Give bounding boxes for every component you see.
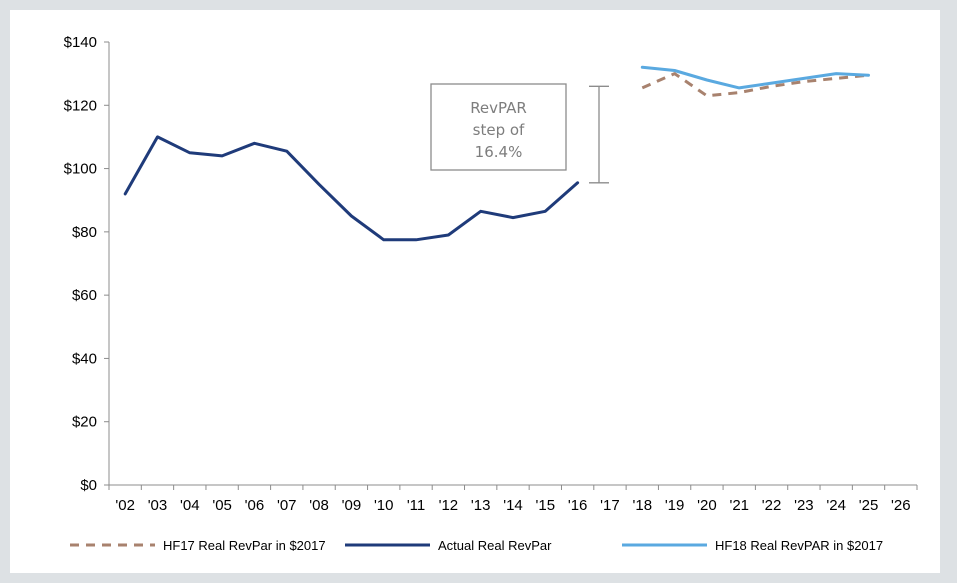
x-tick-label: '04 bbox=[180, 497, 200, 514]
annotation-box bbox=[430, 83, 567, 171]
legend-label-hf17-real-revpar-in-2017: HF17 Real RevPar in $2017 bbox=[163, 538, 326, 553]
annotation-line-3: 16.4% bbox=[475, 143, 523, 161]
y-tick-label: $120 bbox=[64, 97, 97, 114]
legend: HF17 Real RevPar in $2017 Actual Real Rev… bbox=[70, 538, 883, 553]
x-tick-label: '26 bbox=[891, 497, 911, 514]
x-tick-label: '03 bbox=[148, 497, 168, 514]
x-tick-label: '22 bbox=[762, 497, 782, 514]
chart-panel: $0 $20 $40 $60 $80 $100 $120 $140 '02'03'04'05 '… bbox=[10, 10, 940, 573]
x-tick-label: '21 bbox=[729, 497, 749, 514]
x-tick-label: '09 bbox=[342, 497, 362, 514]
x-tick-label: '08 bbox=[309, 497, 329, 514]
y-tick-label: $80 bbox=[72, 224, 97, 241]
legend-label-hf18-real-revpar-in-2017: HF18 Real RevPAR in $2017 bbox=[715, 538, 883, 553]
x-tick-label: '17 bbox=[600, 497, 620, 514]
x-tick-label: '23 bbox=[794, 497, 814, 514]
y-axis-tick-labels: $0 $20 $40 $60 $80 $100 $120 $140 bbox=[64, 34, 97, 494]
y-tick-label: $0 bbox=[80, 477, 97, 494]
annotation-line-2: step of bbox=[473, 121, 525, 139]
y-tick-label: $100 bbox=[64, 161, 97, 178]
x-tick-label: '24 bbox=[826, 497, 846, 514]
x-tick-label: '13 bbox=[471, 497, 491, 514]
x-tick-label: '15 bbox=[536, 497, 556, 514]
x-tick-label: '20 bbox=[697, 497, 717, 514]
revpar-line-chart: $0$20$40$60$80$100$120$140 '02'03'04'05 '… bbox=[64, 34, 918, 553]
y-tick-label: $140 bbox=[64, 34, 97, 51]
annotation-bracket bbox=[589, 85, 609, 184]
series-line-actual-real-revpar bbox=[123, 135, 580, 242]
x-tick-label: '05 bbox=[212, 497, 232, 514]
series-line-hf17-real-revpar-in-2017 bbox=[641, 72, 869, 98]
legend-label-actual-real-revpar: Actual Real RevPar bbox=[438, 538, 552, 553]
x-tick-label: '16 bbox=[568, 497, 588, 514]
series-lines bbox=[123, 65, 870, 242]
series-line-hf18-real-revpar-in-2017 bbox=[640, 65, 870, 90]
x-tick-label: '18 bbox=[632, 497, 652, 514]
x-axis-tick-labels: '02 '03 '04 '05 '06 '07 '08 '09 '10 '11 '12 '13 '14 '… bbox=[115, 497, 910, 514]
y-tick-label: $20 bbox=[72, 414, 97, 431]
x-tick-label: '07 bbox=[277, 497, 297, 514]
y-tick-label: $60 bbox=[72, 287, 97, 304]
x-tick-label: '06 bbox=[245, 497, 265, 514]
axes bbox=[104, 41, 918, 490]
revpar-step-annotation: RevPAR step of 16.4% bbox=[430, 83, 609, 184]
y-tick-label: $40 bbox=[72, 350, 97, 367]
x-tick-label: '19 bbox=[665, 497, 685, 514]
x-tick-label: '11 bbox=[407, 497, 425, 514]
x-tick-label: '10 bbox=[374, 497, 394, 514]
annotation-line-1: RevPAR bbox=[470, 99, 527, 117]
x-tick-label: '12 bbox=[439, 497, 459, 514]
x-tick-label: '25 bbox=[859, 497, 879, 514]
x-tick-label: '14 bbox=[503, 497, 523, 514]
x-tick-label: '02 bbox=[115, 497, 135, 514]
